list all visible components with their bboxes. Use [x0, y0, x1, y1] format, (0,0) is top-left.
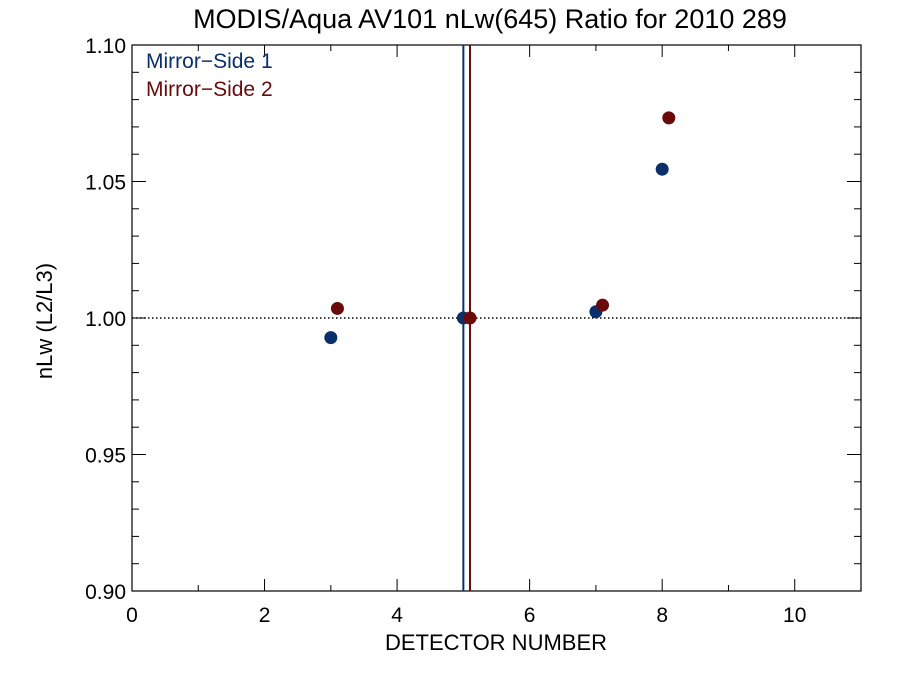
x-tick-label: 6 — [524, 604, 536, 627]
series-2-point — [662, 111, 676, 125]
x-tick-label: 8 — [656, 604, 668, 627]
series-2-point — [330, 301, 344, 315]
legend-entry-mirror-side-2: Mirror−Side 2 — [146, 78, 273, 101]
chart-title: MODIS/Aqua AV101 nLw(645) Ratio for 2010… — [193, 4, 787, 34]
y-tick-label: 0.95 — [85, 445, 126, 468]
y-tick-label: 0.90 — [85, 581, 126, 604]
series-1-point — [655, 162, 669, 176]
series-1-point — [324, 331, 338, 345]
y-tick-label: 1.10 — [85, 35, 126, 58]
series-2-point — [463, 311, 477, 325]
x-axis-label: DETECTOR NUMBER — [385, 630, 607, 655]
x-tick-label: 4 — [391, 604, 403, 627]
x-tick-label: 0 — [126, 604, 138, 627]
x-tick-label: 2 — [259, 604, 271, 627]
y-axis-label: nLw (L2/L3) — [32, 263, 57, 379]
x-tick-label: 10 — [783, 604, 806, 627]
y-tick-label: 1.00 — [85, 308, 126, 331]
legend-entry-mirror-side-1: Mirror−Side 1 — [146, 50, 273, 73]
plot-area: 0 2 4 6 8 10 0.90 0.95 1.00 1.05 1.10 — [85, 35, 862, 627]
legend: Mirror−Side 1 Mirror−Side 2 — [146, 50, 273, 101]
y-tick-label: 1.05 — [85, 172, 126, 195]
series-2-point — [596, 298, 610, 312]
